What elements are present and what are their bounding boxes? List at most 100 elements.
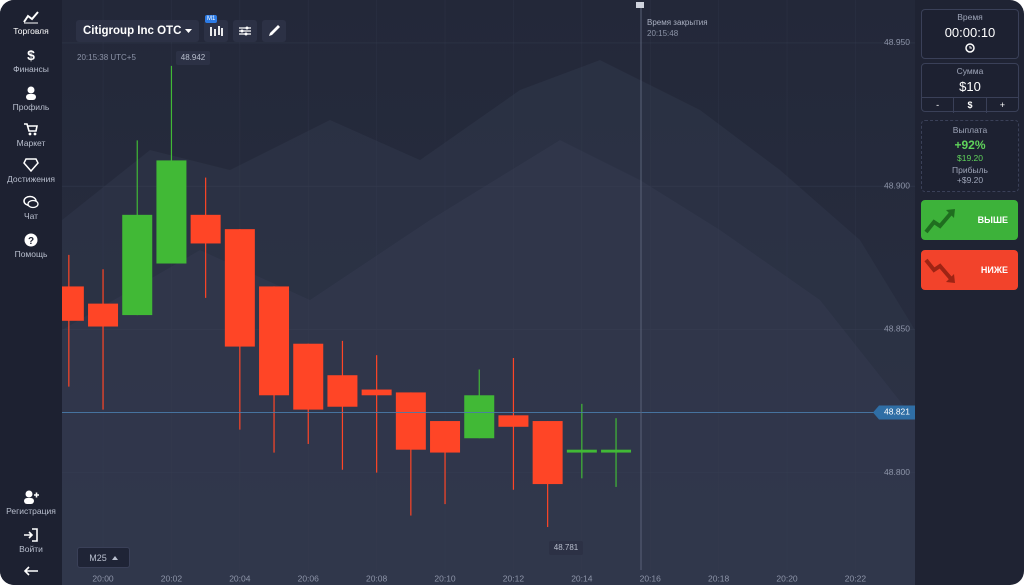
icon	[209, 26, 223, 36]
nav-profile[interactable]: Профиль	[0, 86, 62, 112]
candle-body	[566, 449, 597, 453]
amount-title: Сумма	[956, 66, 984, 76]
icon	[23, 566, 38, 576]
icon	[23, 195, 39, 209]
x-tick-label: 20:04	[229, 573, 251, 583]
nav-label: Войти	[19, 544, 43, 554]
asset-select[interactable]: Citigroup Inc OTC	[76, 20, 199, 42]
nav-label: Маркет	[16, 138, 46, 148]
timeframe-badge: M1	[205, 15, 218, 23]
nav-achievements[interactable]: Достижения	[0, 158, 62, 184]
time-title: Время	[957, 12, 983, 22]
icon	[111, 555, 118, 560]
x-tick-label: 20:18	[708, 573, 730, 583]
minus-button[interactable]: -	[936, 100, 940, 110]
indicators-button[interactable]	[232, 20, 257, 42]
candle-body	[62, 286, 84, 321]
plus-button[interactable]: +	[999, 100, 1005, 110]
nav-finance[interactable]: $ Финансы	[0, 48, 62, 74]
payout-title: Выплата	[952, 125, 988, 135]
candle-body	[327, 375, 358, 407]
time-box[interactable]: Время 00:00:10	[921, 9, 1019, 59]
x-tick-label: 20:10	[434, 573, 456, 583]
x-tick-label: 20:22	[845, 573, 867, 583]
amount-box[interactable]: Сумма $10 - $ +	[921, 63, 1019, 113]
candle-body	[88, 303, 119, 327]
currency-button[interactable]: $	[953, 98, 987, 113]
current-price-tag	[873, 405, 915, 420]
x-tick-label: 20:08	[366, 573, 388, 583]
icon	[924, 258, 955, 283]
low-label: 48.781	[554, 543, 579, 552]
candle-body	[430, 421, 461, 453]
timeframe: M25	[89, 552, 107, 563]
time-value: 00:00:10	[944, 25, 996, 40]
nav-label: Финансы	[13, 64, 49, 74]
nav-register[interactable]: Регистрация	[0, 490, 62, 516]
nav-label: Профиль	[12, 102, 50, 112]
collapse[interactable]	[0, 566, 62, 578]
icon	[924, 209, 955, 234]
drawing-button[interactable]	[261, 20, 286, 42]
nav-label: Чат	[23, 211, 39, 221]
nav-label: Достижения	[7, 174, 55, 184]
close-time-title: Время закрытия	[647, 18, 708, 27]
chart-type-button[interactable]	[203, 20, 228, 42]
nav-market[interactable]: Маркет	[0, 122, 62, 148]
profit-title: Прибыль	[952, 165, 988, 175]
candle-body	[361, 389, 392, 396]
payout-amount: $19.20	[957, 153, 983, 163]
candle-body	[122, 214, 153, 316]
up-button[interactable]: ВЫШЕ	[921, 200, 1018, 240]
candle-body	[259, 286, 290, 396]
close-time-flag	[636, 2, 644, 8]
down-label: НИЖЕ	[980, 265, 1008, 275]
sidebar: Торговля $ Финансы Профиль Маркет Достиж…	[0, 0, 62, 585]
candle-body	[532, 421, 563, 485]
high-label: 48.942	[181, 53, 206, 62]
candle-body	[464, 395, 495, 439]
down-button[interactable]: НИЖЕ	[921, 250, 1018, 290]
icon	[965, 43, 975, 53]
candle-body	[395, 392, 426, 450]
close-time: 20:15:48	[647, 29, 679, 38]
icon	[24, 528, 38, 542]
candle-body	[224, 229, 255, 347]
amount-value: $10	[959, 79, 981, 94]
mountain	[62, 140, 915, 585]
nav-login[interactable]: Войти	[0, 528, 62, 554]
x-tick-label: 20:02	[161, 573, 183, 583]
nav-trade[interactable]: Торговля	[0, 10, 62, 36]
x-tick-label: 20:00	[92, 573, 114, 583]
profit-amount: +$9.20	[956, 175, 984, 185]
nav-help[interactable]: ? Помощь	[0, 233, 62, 259]
nav-chat[interactable]: Чат	[0, 195, 62, 221]
x-tick-label: 20:12	[503, 573, 525, 583]
icon	[238, 26, 251, 36]
icon	[23, 158, 39, 172]
time-label: 20:15:38 UTC+5	[77, 53, 136, 62]
icon: $	[27, 48, 35, 62]
timeframe-select[interactable]: M25	[77, 547, 130, 568]
svg-text:$: $	[27, 48, 35, 62]
y-tick-label: 48.950	[884, 37, 910, 47]
icon: ?	[24, 233, 38, 247]
nav-label: Торговля	[13, 26, 49, 36]
svg-text:?: ?	[28, 236, 34, 247]
up-label: ВЫШЕ	[977, 215, 1008, 225]
x-tick-label: 20:14	[571, 573, 593, 583]
x-tick-label: 20:20	[776, 573, 798, 583]
candle-body	[601, 449, 632, 453]
asset-name: Citigroup Inc OTC	[83, 25, 182, 37]
icon	[268, 25, 280, 36]
icon	[24, 490, 39, 504]
icon	[184, 28, 192, 33]
nav-label: Регистрация	[6, 506, 56, 516]
y-tick-label: 48.900	[884, 180, 910, 190]
y-tick-label: 48.800	[884, 467, 910, 477]
icon	[23, 11, 39, 24]
icon	[26, 86, 36, 100]
payout-box: Выплата +92% $19.20 Прибыль +$9.20	[921, 120, 1019, 192]
